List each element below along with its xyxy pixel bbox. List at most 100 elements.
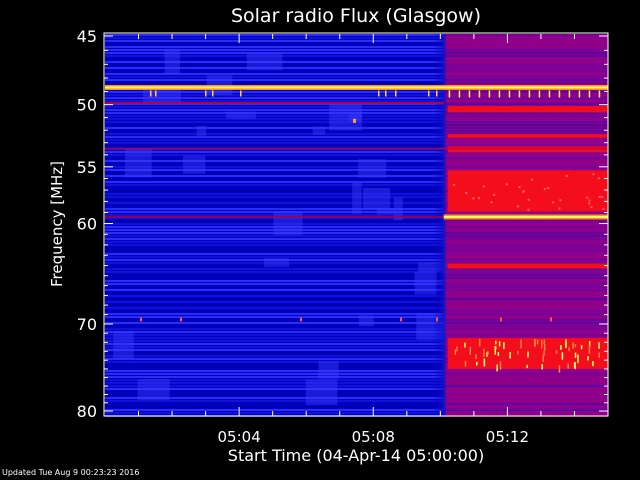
burst-streak	[574, 352, 577, 358]
texture-row-post	[443, 283, 608, 285]
dark-line	[105, 215, 444, 218]
texture-row-post	[443, 115, 608, 117]
interference-tick	[240, 90, 242, 97]
speckle	[472, 197, 475, 200]
texture-row	[105, 133, 444, 135]
texture-row	[105, 175, 444, 177]
texture-row	[105, 352, 444, 354]
texture-row-post	[443, 70, 608, 72]
texture-row-post	[443, 55, 608, 57]
updated-timestamp: Updated Tue Aug 9 00:23:23 2016	[2, 468, 140, 477]
texture-row	[105, 289, 444, 291]
texture-row	[105, 412, 444, 414]
texture-row	[105, 388, 444, 390]
texture-row-post	[443, 406, 608, 408]
texture-row-post	[443, 241, 608, 243]
texture-row-post	[443, 262, 608, 264]
interference-tick	[212, 90, 214, 97]
texture-row	[105, 364, 444, 366]
burst-streak	[517, 350, 519, 355]
texture-row-post	[443, 373, 608, 375]
speckle	[518, 185, 521, 188]
texture-row-post	[443, 319, 608, 321]
texture-row-post	[443, 286, 608, 288]
red-band	[447, 133, 608, 138]
texture-row	[105, 295, 444, 297]
burst-streak	[588, 344, 591, 354]
y-tick-label: 50	[77, 96, 97, 115]
speckle	[590, 206, 593, 209]
burst-streak	[526, 364, 528, 369]
bright-band	[105, 86, 608, 89]
texture-row-post	[443, 154, 608, 156]
texture-row-post	[443, 268, 608, 270]
burst-streak	[577, 354, 579, 364]
texture-row	[105, 403, 444, 405]
texture-row	[105, 91, 444, 93]
texture-row	[105, 139, 444, 141]
texture-row-post	[443, 139, 608, 141]
speckle	[436, 317, 438, 322]
texture-row	[105, 382, 444, 384]
texture-row-post	[443, 277, 608, 279]
burst-streak	[558, 365, 561, 373]
x-axis: 05:04 05:08 05:12	[138, 34, 575, 446]
texture-patch	[113, 330, 134, 359]
texture-patch	[196, 125, 207, 136]
burst-streak	[483, 348, 485, 358]
burst-streak	[543, 343, 546, 351]
texture-row-post	[443, 280, 608, 282]
texture-row	[105, 115, 444, 117]
texture-patch	[418, 262, 447, 272]
texture-row-post	[443, 142, 608, 144]
interference-tick	[518, 90, 521, 98]
texture-row-post	[443, 391, 608, 393]
dark-line	[105, 102, 444, 105]
texture-row-post	[443, 298, 608, 300]
texture-row	[105, 43, 444, 45]
burst-streak	[536, 339, 539, 345]
texture-row-post	[443, 226, 608, 228]
burst-streak	[475, 361, 478, 366]
texture-row	[105, 286, 444, 288]
texture-row	[105, 118, 444, 120]
texture-row-post	[443, 409, 608, 411]
speckle	[527, 208, 530, 211]
texture-row-post	[443, 220, 608, 222]
interference-tick	[598, 90, 601, 98]
texture-row-post	[443, 388, 608, 390]
texture-row-post	[443, 37, 608, 39]
interference-tick	[478, 90, 481, 98]
burst-streak	[464, 342, 466, 348]
texture-row	[105, 208, 444, 210]
speckle	[516, 205, 519, 208]
x-tick-label: 05:04	[218, 428, 261, 446]
texture-row	[105, 277, 444, 279]
speckle	[500, 317, 502, 322]
texture-row	[105, 274, 444, 276]
texture-row-post	[443, 403, 608, 405]
speckle	[493, 193, 496, 196]
texture-row-post	[443, 376, 608, 378]
texture-row-post	[443, 223, 608, 225]
texture-row	[105, 232, 444, 234]
texture-row-post	[443, 322, 608, 324]
texture-row	[105, 169, 444, 171]
texture-patch	[393, 197, 403, 221]
burst-streak	[555, 350, 558, 354]
texture-row-post	[443, 301, 608, 303]
burst-streak	[496, 364, 498, 372]
texture-row	[105, 226, 444, 228]
texture-patch	[164, 48, 181, 75]
y-tick-label: 80	[77, 402, 97, 421]
texture-row	[105, 181, 444, 183]
texture-patch	[348, 113, 362, 122]
interference-tick	[385, 90, 387, 97]
texture-row-post	[443, 310, 608, 312]
texture-row-post	[443, 67, 608, 69]
texture-row	[105, 328, 444, 330]
texture-row	[105, 136, 444, 138]
texture-row	[105, 154, 444, 156]
interference-tick	[528, 90, 531, 98]
texture-row-post	[443, 64, 608, 66]
